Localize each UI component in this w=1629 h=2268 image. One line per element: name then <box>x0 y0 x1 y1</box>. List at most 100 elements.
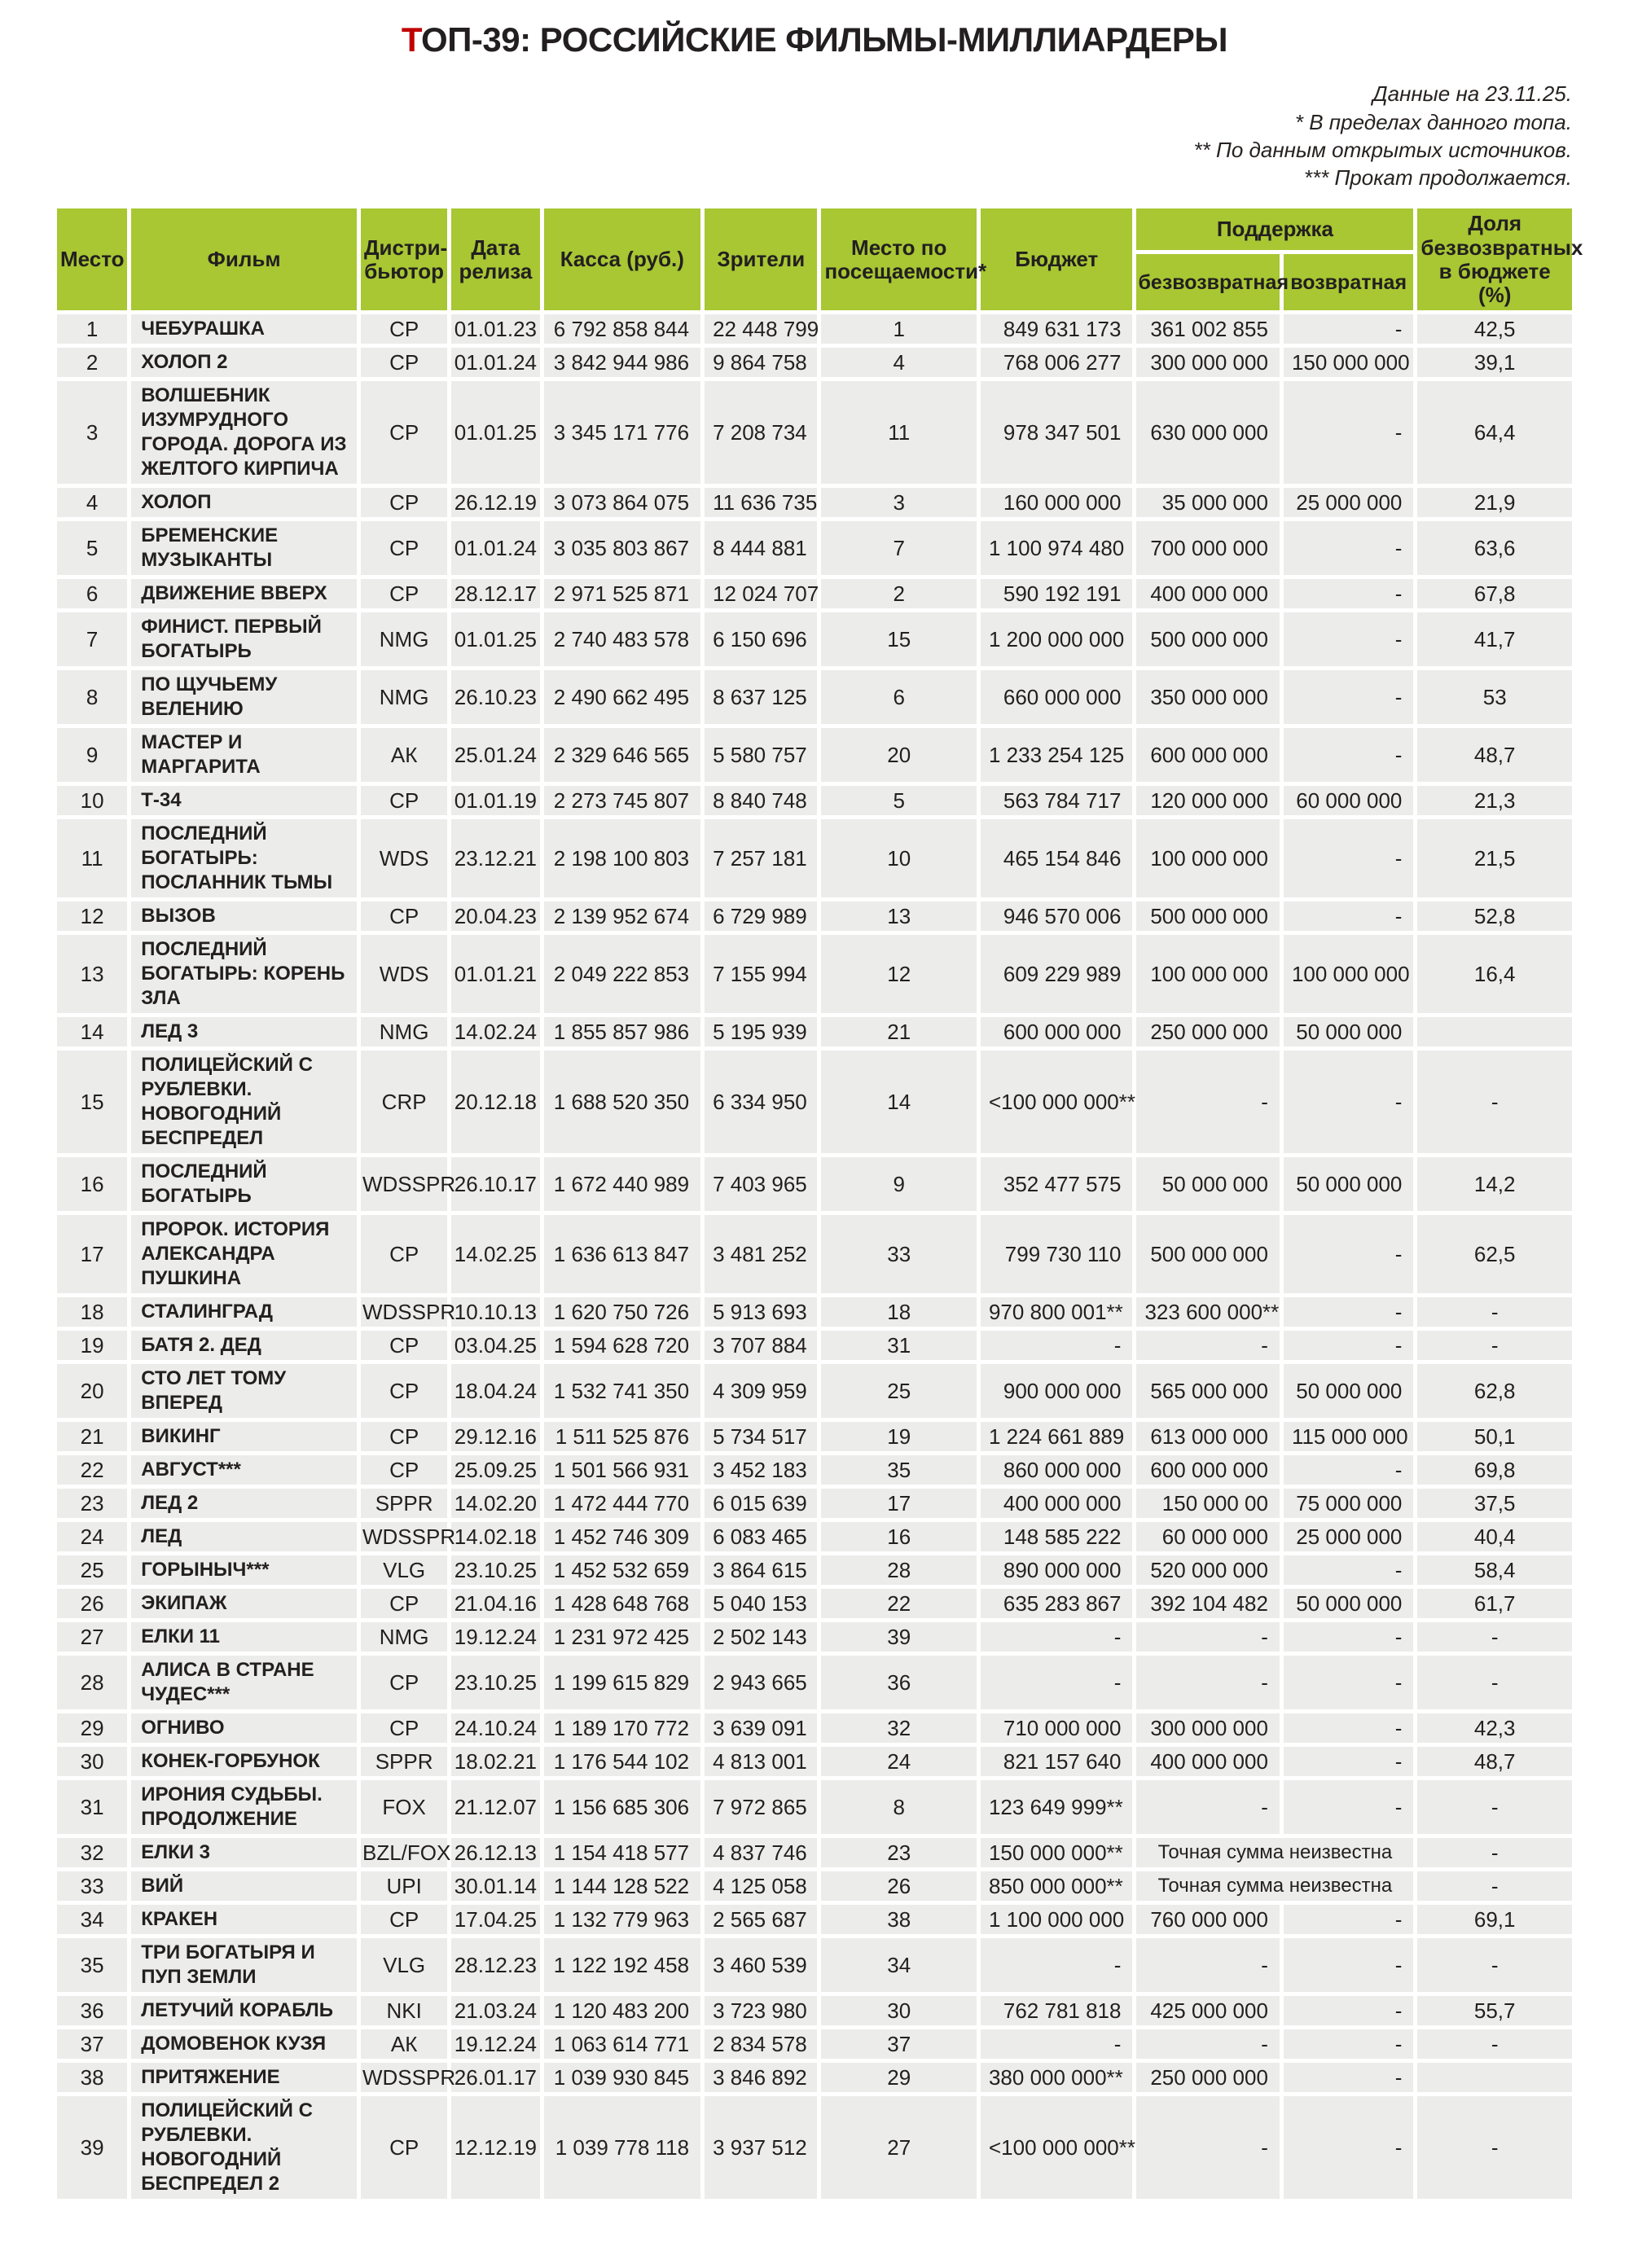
cell-viewers: 11 636 735 <box>705 487 818 517</box>
cell-place: 17 <box>57 1214 128 1293</box>
cell-viewers: 6 334 950 <box>705 1050 818 1153</box>
cell-film: КРАКЕН <box>131 1904 357 1934</box>
cell-budget: 609 229 989 <box>980 934 1133 1013</box>
cell-date: 19.12.24 <box>451 2029 540 2059</box>
cell-grant: - <box>1136 1937 1280 1992</box>
cell-attend: 39 <box>821 1621 977 1652</box>
cell-share: 50,1 <box>1417 1421 1572 1451</box>
table-row: 30 КОНЕК-ГОРБУНОК SPPR 18.02.21 1 176 544 10… <box>57 1746 1572 1776</box>
cell-date: 01.01.19 <box>451 785 540 815</box>
cell-date: 29.12.16 <box>451 1421 540 1451</box>
title-text: ОП-39: РОССИЙСКИЕ ФИЛЬМЫ-МИЛЛИАРДЕРЫ <box>421 20 1228 59</box>
cell-loan: - <box>1283 1904 1414 1934</box>
table-row: 15 ПОЛИЦЕЙСКИЙ С РУБЛЕВКИ. НОВОГОДНИЙ БЕС… <box>57 1050 1572 1153</box>
cell-share: 48,7 <box>1417 1746 1572 1776</box>
cell-film: ЭКИПАЖ <box>131 1588 357 1618</box>
cell-film: ПО ЩУЧЬЕМУ ВЕЛЕНИЮ <box>131 669 357 724</box>
cell-kassa: 1 120 483 200 <box>543 1995 701 2025</box>
cell-film: ПРОРОК. ИСТОРИЯ АЛЕКСАНДРА ПУШКИНА <box>131 1214 357 1293</box>
cell-dist: CP <box>360 1214 448 1293</box>
cell-film: СТО ЛЕТ ТОМУ ВПЕРЕД <box>131 1363 357 1418</box>
cell-film: ГОРЫНЫЧ*** <box>131 1555 357 1585</box>
page-title: ТОП-39: РОССИЙСКИЕ ФИЛЬМЫ-МИЛЛИАРДЕРЫ <box>0 0 1629 59</box>
table-row: 10 Т-34 CP 01.01.19 2 273 745 807 8 840 748 5 5… <box>57 785 1572 815</box>
cell-viewers: 12 024 707 <box>705 578 819 608</box>
cell-place: 13 <box>57 934 128 1013</box>
header-support: Поддержка <box>1136 208 1414 251</box>
cell-grant: 323 600 000** <box>1136 1296 1280 1327</box>
cell-film: ВИЙ <box>131 1871 357 1901</box>
cell-place: 36 <box>57 1995 128 2025</box>
cell-date: 28.12.17 <box>451 578 540 608</box>
cell-viewers: 3 639 091 <box>705 1713 818 1743</box>
cell-attend: 33 <box>821 1214 977 1293</box>
cell-grant: 361 002 855 <box>1136 314 1280 344</box>
cell-kassa: 1 620 750 726 <box>543 1296 701 1327</box>
cell-film: АВГУСТ*** <box>131 1454 357 1485</box>
cell-kassa: 1 189 170 772 <box>543 1713 701 1743</box>
cell-budget: 465 154 846 <box>980 818 1133 897</box>
table-row: 23 ЛЕД 2 SPPR 14.02.20 1 472 444 770 6 015 63… <box>57 1488 1572 1518</box>
cell-date: 18.02.21 <box>451 1746 540 1776</box>
cell-date: 26.01.17 <box>451 2062 540 2092</box>
cell-viewers: 3 707 884 <box>705 1330 818 1360</box>
cell-date: 18.04.24 <box>451 1363 540 1418</box>
cell-film: ОГНИВО <box>131 1713 357 1743</box>
cell-viewers: 2 943 665 <box>705 1655 818 1709</box>
cell-attend: 23 <box>821 1837 977 1867</box>
header-budget: Бюджет <box>980 208 1133 310</box>
cell-place: 12 <box>57 901 128 931</box>
cell-viewers: 3 723 980 <box>705 1995 818 2025</box>
cell-place: 27 <box>57 1621 128 1652</box>
table-row: 29 ОГНИВО CP 24.10.24 1 189 170 772 3 639 091… <box>57 1713 1572 1743</box>
cell-share: 21,3 <box>1417 785 1572 815</box>
cell-date: 23.10.25 <box>451 1655 540 1709</box>
cell-date: 14.02.25 <box>451 1214 540 1293</box>
cell-dist: АК <box>360 727 448 782</box>
cell-share: 41,7 <box>1417 612 1572 666</box>
header-loan: возвратная <box>1283 254 1414 310</box>
cell-attend: 15 <box>821 612 977 666</box>
cell-attend: 19 <box>821 1421 977 1451</box>
cell-place: 3 <box>57 380 128 484</box>
cell-date: 21.03.24 <box>451 1995 540 2025</box>
cell-place: 37 <box>57 2029 128 2059</box>
cell-place: 28 <box>57 1655 128 1709</box>
cell-date: 26.12.13 <box>451 1837 540 1867</box>
cell-kassa: 1 063 614 771 <box>543 2029 701 2059</box>
cell-share: 58,4 <box>1417 1555 1572 1585</box>
cell-loan: 115 000 000 <box>1283 1421 1414 1451</box>
cell-kassa: 2 273 745 807 <box>543 785 701 815</box>
cell-share: 69,1 <box>1417 1904 1572 1934</box>
table-row: 17 ПРОРОК. ИСТОРИЯ АЛЕКСАНДРА ПУШКИНА CP 14… <box>57 1214 1572 1293</box>
cell-film: ЕЛКИ 3 <box>131 1837 357 1867</box>
cell-budget: 762 781 818 <box>980 1995 1133 2025</box>
cell-share: - <box>1417 1837 1572 1867</box>
cell-budget: 590 192 191 <box>980 578 1133 608</box>
cell-viewers: 8 637 125 <box>705 669 818 724</box>
cell-share: - <box>1417 1050 1572 1153</box>
cell-budget: 849 631 173 <box>980 314 1133 344</box>
cell-loan: 50 000 000 <box>1283 1588 1414 1618</box>
cell-loan: - <box>1283 1713 1414 1743</box>
cell-film: ФИНИСТ. ПЕРВЫЙ БОГАТЫРЬ <box>131 612 357 666</box>
cell-dist: CP <box>360 1421 448 1451</box>
cell-viewers: 5 040 153 <box>705 1588 818 1618</box>
cell-share: 42,3 <box>1417 1713 1572 1743</box>
cell-loan: - <box>1283 1746 1414 1776</box>
cell-grant: 300 000 000 <box>1136 1713 1280 1743</box>
header-attendance: Место по посещаемости* <box>821 208 986 310</box>
cell-dist: NMG <box>360 1016 448 1046</box>
cell-attend: 18 <box>821 1296 977 1327</box>
header-boxoffice: Касса (руб.) <box>543 208 701 310</box>
cell-film: ДВИЖЕНИЕ ВВЕРХ <box>131 578 357 608</box>
footnotes-block: Данные на 23.11.25. * В пределах данного… <box>0 80 1572 191</box>
cell-loan: 50 000 000 <box>1283 1363 1414 1418</box>
cell-attend: 25 <box>821 1363 977 1418</box>
cell-grant: 392 104 482 <box>1136 1588 1280 1618</box>
cell-viewers: 6 015 639 <box>705 1488 818 1518</box>
cell-grant: 100 000 000 <box>1136 818 1280 897</box>
cell-share: - <box>1417 1655 1572 1709</box>
cell-dist: CP <box>360 1655 448 1709</box>
table-row: 1 ЧЕБУРАШКА CP 01.01.23 6 792 858 844 22 448 … <box>57 314 1572 344</box>
